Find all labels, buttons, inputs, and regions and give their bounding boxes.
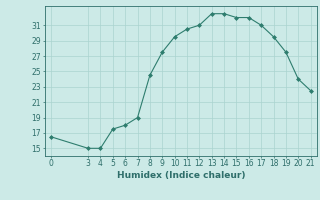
X-axis label: Humidex (Indice chaleur): Humidex (Indice chaleur) [116,171,245,180]
